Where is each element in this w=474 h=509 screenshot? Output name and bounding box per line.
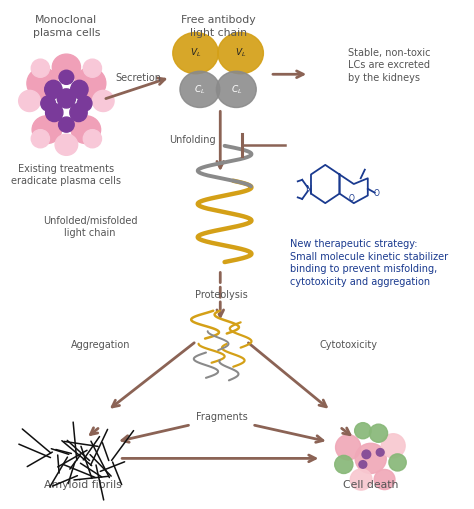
Ellipse shape [31, 130, 49, 148]
Ellipse shape [18, 91, 40, 111]
Ellipse shape [70, 103, 87, 122]
Text: Stable, non-toxic
LCs are excreted
by the kidneys: Stable, non-toxic LCs are excreted by th… [348, 48, 431, 83]
Text: Amyloid fibrils: Amyloid fibrils [44, 480, 122, 490]
Text: Unfolded/misfolded
light chain: Unfolded/misfolded light chain [43, 216, 137, 238]
Text: $V_L$: $V_L$ [235, 47, 246, 60]
Ellipse shape [71, 116, 100, 144]
Ellipse shape [216, 71, 256, 107]
Ellipse shape [57, 89, 75, 108]
Text: O: O [374, 189, 379, 199]
Text: $V_L$: $V_L$ [190, 47, 201, 60]
Text: $C_L$: $C_L$ [230, 83, 242, 96]
Ellipse shape [180, 71, 220, 107]
Ellipse shape [376, 448, 384, 456]
Ellipse shape [55, 134, 78, 155]
Ellipse shape [45, 80, 62, 98]
Ellipse shape [71, 80, 88, 98]
Ellipse shape [46, 103, 63, 122]
Text: Monoclonal
plasma cells: Monoclonal plasma cells [33, 15, 100, 38]
Ellipse shape [389, 454, 406, 471]
Ellipse shape [41, 96, 55, 111]
Ellipse shape [381, 434, 405, 458]
Text: Proteolysis: Proteolysis [195, 290, 248, 300]
Ellipse shape [52, 54, 81, 80]
Text: New therapeutic strategy:
Small molecule kinetic stabilizer
binding to prevent m: New therapeutic strategy: Small molecule… [290, 239, 448, 287]
Text: Existing treatments
eradicate plasma cells: Existing treatments eradicate plasma cel… [11, 164, 121, 186]
Ellipse shape [350, 469, 372, 490]
Ellipse shape [74, 68, 106, 99]
Ellipse shape [59, 70, 74, 84]
Ellipse shape [355, 422, 371, 439]
Ellipse shape [83, 130, 101, 148]
Ellipse shape [336, 435, 361, 460]
Text: N: N [305, 185, 311, 194]
Ellipse shape [355, 443, 386, 473]
Text: Aggregation: Aggregation [71, 340, 131, 350]
Ellipse shape [369, 424, 388, 442]
Text: Cytotoxicity: Cytotoxicity [319, 340, 377, 350]
Text: Free antibody
light chain: Free antibody light chain [181, 15, 255, 38]
Text: Unfolding: Unfolding [169, 135, 215, 145]
Text: Secretion: Secretion [115, 73, 161, 83]
Ellipse shape [218, 33, 264, 74]
Ellipse shape [77, 96, 92, 111]
Ellipse shape [32, 116, 62, 144]
Ellipse shape [362, 450, 371, 459]
Ellipse shape [83, 59, 101, 77]
Ellipse shape [173, 33, 219, 74]
Ellipse shape [92, 91, 114, 111]
Ellipse shape [59, 117, 74, 132]
Ellipse shape [31, 59, 49, 77]
Ellipse shape [359, 461, 367, 468]
Ellipse shape [335, 456, 353, 473]
Ellipse shape [27, 68, 58, 99]
Text: O: O [349, 194, 355, 204]
Text: Fragments: Fragments [196, 412, 247, 421]
Text: Cell death: Cell death [343, 480, 398, 490]
Ellipse shape [374, 469, 395, 490]
Text: $C_L$: $C_L$ [194, 83, 206, 96]
